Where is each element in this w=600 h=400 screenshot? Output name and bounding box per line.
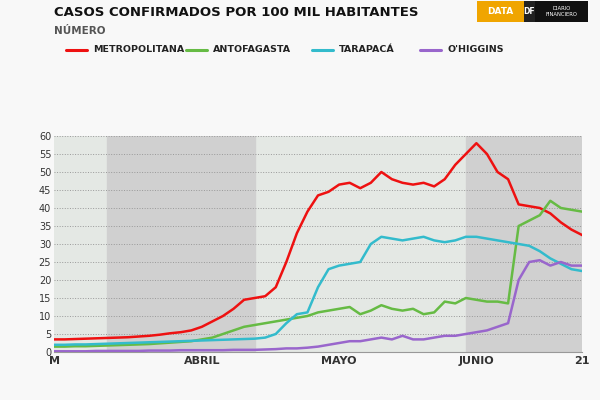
Text: O'HIGGINS: O'HIGGINS — [447, 46, 503, 54]
Text: DIARIO
FINANCIERO: DIARIO FINANCIERO — [545, 6, 577, 17]
Text: TARAPACÁ: TARAPACÁ — [339, 46, 395, 54]
Text: DATA: DATA — [487, 7, 514, 16]
Text: CASOS CONFIRMADOS POR 100 MIL HABITANTES: CASOS CONFIRMADOS POR 100 MIL HABITANTES — [54, 6, 419, 19]
Bar — [535, 1, 588, 22]
Bar — [466, 136, 582, 352]
Text: NÚMERO: NÚMERO — [54, 26, 106, 36]
Bar — [524, 1, 535, 22]
Text: ANTOFAGASTA: ANTOFAGASTA — [213, 46, 291, 54]
Bar — [477, 1, 524, 22]
Text: DF: DF — [523, 7, 535, 16]
Text: METROPOLITANA: METROPOLITANA — [93, 46, 184, 54]
Bar — [107, 136, 254, 352]
